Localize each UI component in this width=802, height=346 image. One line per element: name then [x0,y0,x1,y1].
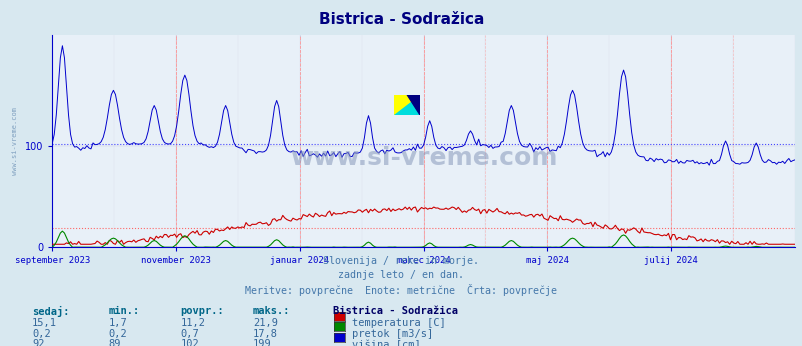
Text: Bistrica - Sodražica: Bistrica - Sodražica [333,306,458,316]
Text: 21,9: 21,9 [253,318,277,328]
Text: www.si-vreme.com: www.si-vreme.com [12,107,18,175]
Polygon shape [394,95,420,116]
Polygon shape [407,95,420,116]
Text: Bistrica - Sodražica: Bistrica - Sodražica [318,12,484,27]
Text: sedaj:: sedaj: [32,306,70,317]
Text: 15,1: 15,1 [32,318,57,328]
Text: 92: 92 [32,339,45,346]
Text: 1,7: 1,7 [108,318,127,328]
Text: 11,2: 11,2 [180,318,205,328]
Text: temperatura [C]: temperatura [C] [351,318,445,328]
Text: maks.:: maks.: [253,306,290,316]
Text: pretok [m3/s]: pretok [m3/s] [351,329,432,339]
Text: 17,8: 17,8 [253,329,277,339]
Text: 0,2: 0,2 [32,329,51,339]
Text: zadnje leto / en dan.: zadnje leto / en dan. [338,270,464,280]
Text: 102: 102 [180,339,199,346]
Text: 0,2: 0,2 [108,329,127,339]
Text: 199: 199 [253,339,271,346]
Text: Meritve: povprečne  Enote: metrične  Črta: povprečje: Meritve: povprečne Enote: metrične Črta:… [245,284,557,296]
Text: višina [cm]: višina [cm] [351,339,420,346]
Text: min.:: min.: [108,306,140,316]
Text: 89: 89 [108,339,121,346]
Text: 0,7: 0,7 [180,329,199,339]
Text: povpr.:: povpr.: [180,306,224,316]
Text: Slovenija / reke in morje.: Slovenija / reke in morje. [323,256,479,266]
Text: www.si-vreme.com: www.si-vreme.com [290,146,557,170]
Polygon shape [394,95,420,116]
